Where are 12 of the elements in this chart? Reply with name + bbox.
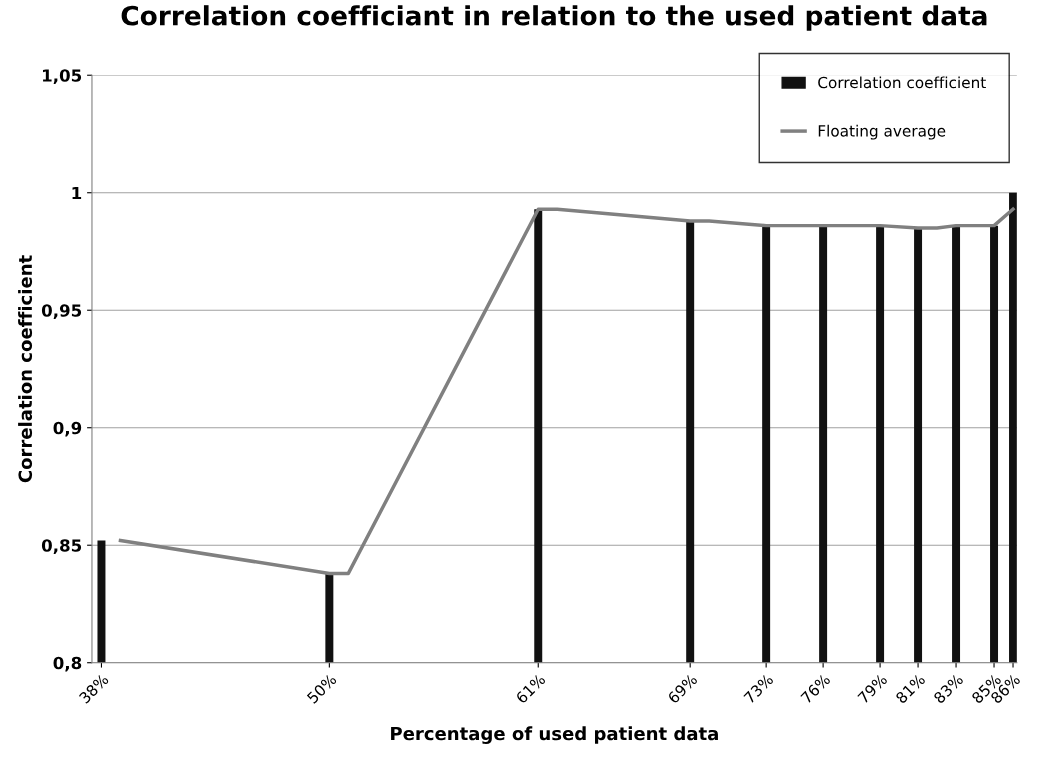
- legend-label: Floating average: [818, 124, 946, 140]
- y-tick-label: 0,9: [53, 421, 82, 437]
- y-tick-label: 0,85: [41, 539, 82, 554]
- chart-title: Correlation coefficiant in relation to the used patient data: [121, 5, 987, 31]
- y-tick-label: 1: [72, 186, 82, 200]
- x-axis-title: Percentage of used patient data: [391, 726, 718, 744]
- y-tick-label: 1,05: [43, 69, 82, 84]
- legend-label: Correlation coefficient: [818, 76, 986, 89]
- y-tick-label: 0,8: [53, 656, 82, 672]
- y-axis-title: Correlation coefficient: [18, 255, 33, 483]
- line-series: [118, 207, 1015, 576]
- y-tick-label: 0,95: [41, 304, 82, 319]
